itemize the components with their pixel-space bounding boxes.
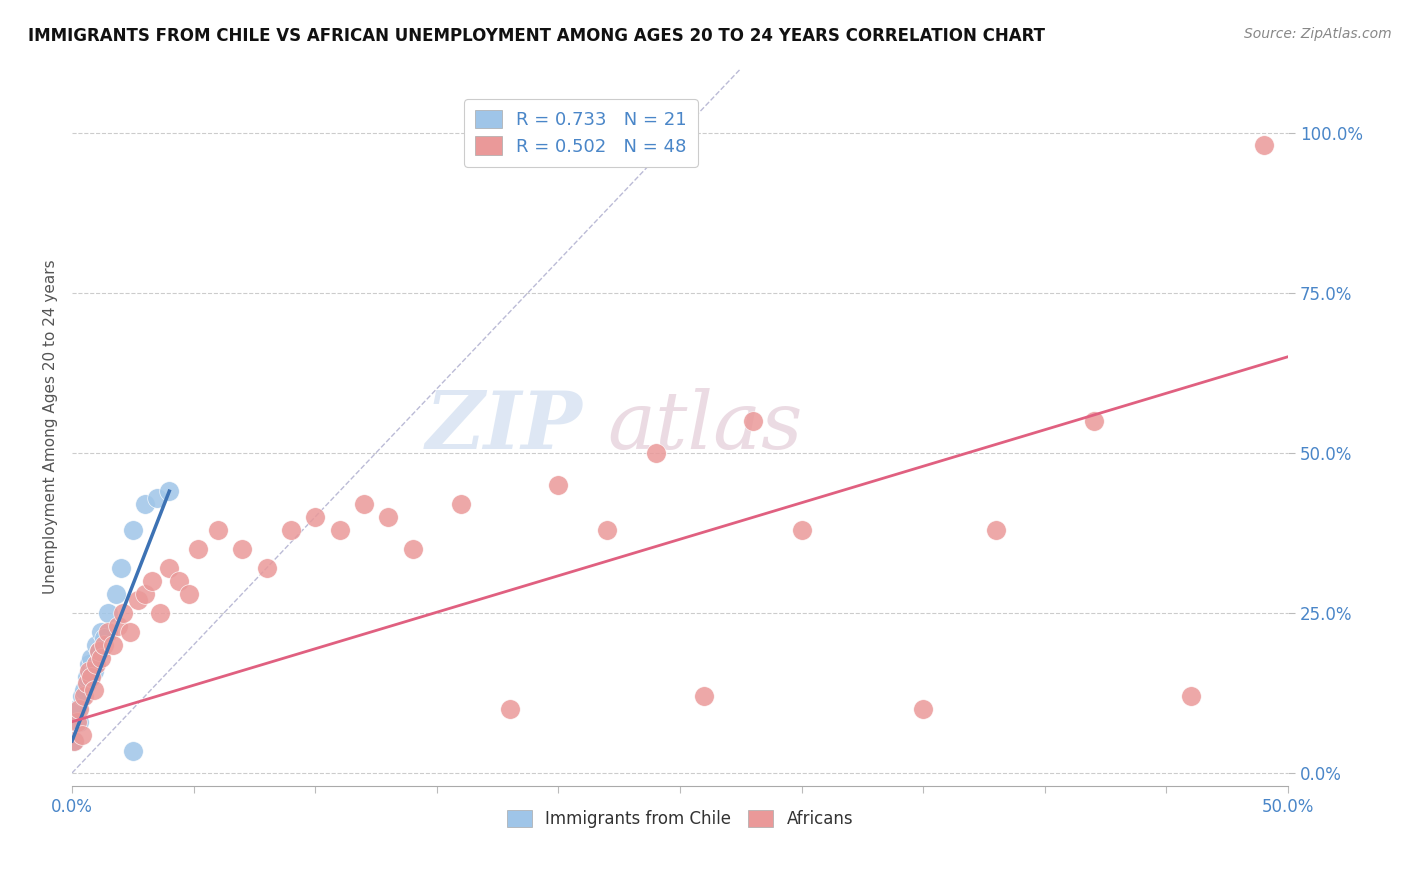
Point xyxy=(280,523,302,537)
Point xyxy=(76,670,98,684)
Point xyxy=(66,714,89,729)
Point xyxy=(83,682,105,697)
Point xyxy=(87,644,110,658)
Point xyxy=(63,734,86,748)
Point xyxy=(97,606,120,620)
Point xyxy=(76,676,98,690)
Point xyxy=(97,625,120,640)
Point xyxy=(207,523,229,537)
Point xyxy=(146,491,169,505)
Point xyxy=(644,446,666,460)
Point xyxy=(742,414,765,428)
Point xyxy=(93,638,115,652)
Point xyxy=(77,664,100,678)
Point xyxy=(80,650,103,665)
Point xyxy=(377,509,399,524)
Point xyxy=(353,497,375,511)
Point xyxy=(134,497,156,511)
Point xyxy=(90,625,112,640)
Point xyxy=(912,702,935,716)
Point xyxy=(83,664,105,678)
Point xyxy=(70,689,93,703)
Point xyxy=(121,743,143,757)
Y-axis label: Unemployment Among Ages 20 to 24 years: Unemployment Among Ages 20 to 24 years xyxy=(44,260,58,594)
Point xyxy=(107,618,129,632)
Point xyxy=(66,702,89,716)
Point xyxy=(90,650,112,665)
Point xyxy=(693,689,716,703)
Point xyxy=(63,734,86,748)
Point xyxy=(148,606,170,620)
Point xyxy=(1083,414,1105,428)
Point xyxy=(256,561,278,575)
Point xyxy=(86,638,108,652)
Point xyxy=(67,714,90,729)
Point xyxy=(120,625,142,640)
Point xyxy=(328,523,350,537)
Text: atlas: atlas xyxy=(607,388,803,466)
Point xyxy=(87,644,110,658)
Point xyxy=(596,523,619,537)
Point xyxy=(304,509,326,524)
Point xyxy=(177,587,200,601)
Text: ZIP: ZIP xyxy=(426,388,582,466)
Point xyxy=(547,477,569,491)
Point xyxy=(110,561,132,575)
Point xyxy=(121,523,143,537)
Point xyxy=(86,657,108,672)
Point xyxy=(134,587,156,601)
Point xyxy=(1180,689,1202,703)
Text: Source: ZipAtlas.com: Source: ZipAtlas.com xyxy=(1244,27,1392,41)
Point xyxy=(450,497,472,511)
Point xyxy=(73,689,96,703)
Point xyxy=(127,593,149,607)
Point xyxy=(141,574,163,588)
Point xyxy=(231,541,253,556)
Point xyxy=(1253,138,1275,153)
Point xyxy=(986,523,1008,537)
Point xyxy=(77,657,100,672)
Point xyxy=(157,561,180,575)
Point xyxy=(157,484,180,499)
Point xyxy=(67,702,90,716)
Point xyxy=(103,638,125,652)
Legend: Immigrants from Chile, Africans: Immigrants from Chile, Africans xyxy=(501,804,859,835)
Point xyxy=(187,541,209,556)
Text: IMMIGRANTS FROM CHILE VS AFRICAN UNEMPLOYMENT AMONG AGES 20 TO 24 YEARS CORRELAT: IMMIGRANTS FROM CHILE VS AFRICAN UNEMPLO… xyxy=(28,27,1045,45)
Point xyxy=(401,541,423,556)
Point xyxy=(499,702,522,716)
Point xyxy=(790,523,813,537)
Point xyxy=(112,606,135,620)
Point xyxy=(167,574,190,588)
Point xyxy=(80,670,103,684)
Point xyxy=(73,682,96,697)
Point xyxy=(93,632,115,646)
Point xyxy=(70,727,93,741)
Point xyxy=(104,587,127,601)
